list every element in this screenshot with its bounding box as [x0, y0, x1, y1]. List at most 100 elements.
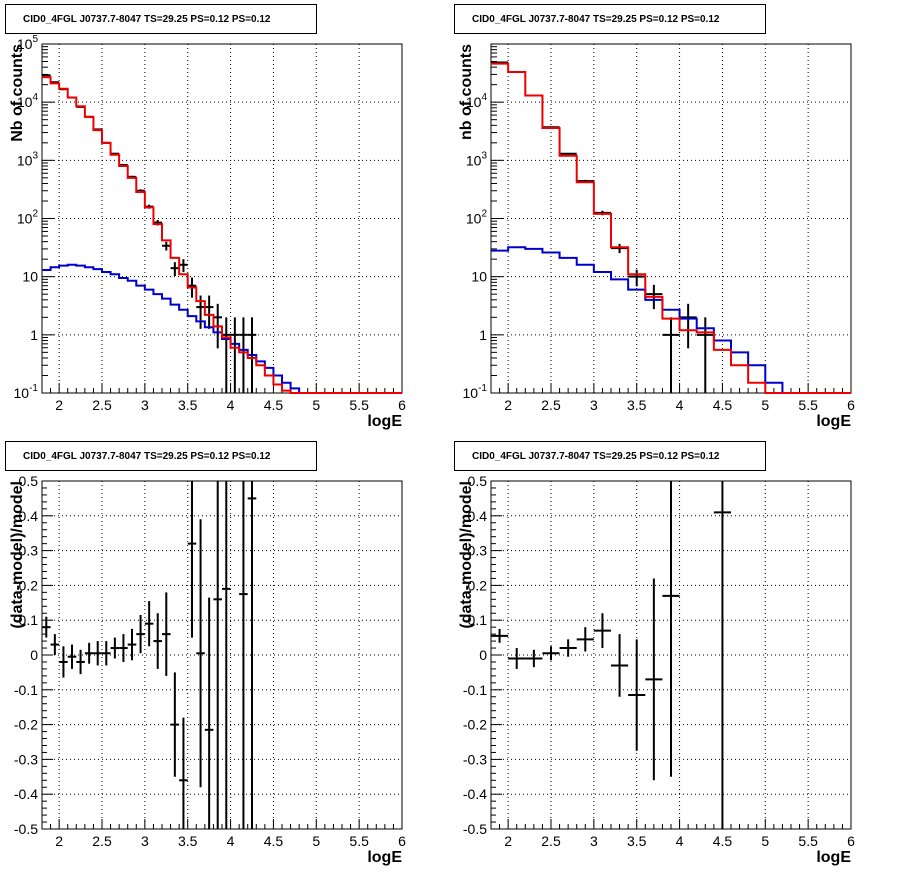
- y-tick-label: 0.1: [468, 612, 488, 628]
- x-tick-label: 3.5: [627, 397, 647, 413]
- x-tick-label: 5: [312, 397, 320, 413]
- residual-point: [42, 616, 51, 638]
- residual-point: [119, 634, 128, 662]
- y-tick-label: 103: [17, 150, 39, 168]
- y-tick-label: -0.4: [14, 786, 38, 802]
- residual-point: [576, 627, 594, 652]
- y-tick-label: 0.3: [468, 543, 488, 559]
- total-model-line: [42, 76, 402, 394]
- residuals-plot-left: 2 2.5 3 3.5 4 4.5 5 5.5 6 -0.5 -0.4 -0.3 -0.2 -0.1 0 0.…: [9, 473, 406, 866]
- residual-point: [222, 481, 231, 829]
- residual-point: [611, 634, 629, 697]
- x-tick-label: 3: [141, 397, 149, 413]
- x-tick-label: 6: [398, 833, 406, 849]
- residual-point: [204, 597, 214, 829]
- x-tick-label: 3.5: [178, 397, 198, 413]
- x-axis-title: logE: [367, 413, 402, 430]
- data-point: [696, 317, 714, 393]
- residual-point: [127, 628, 137, 661]
- plot-title: CID0_4FGL J0737.7-8047 TS=29.25 PS=0.12 …: [5, 441, 317, 471]
- y-axis-ticks: [42, 480, 53, 830]
- y-tick-label: 1: [479, 327, 487, 343]
- residual-point: [67, 644, 77, 669]
- x-tick-label: 4: [676, 833, 684, 849]
- residual-point: [59, 646, 68, 678]
- x-tick-label: 2: [55, 833, 63, 849]
- pad-counts-right: 2 2.5 3 3.5 4 4.5 5 5.5 6 10-1 1 10 102 103 104 logE nb …: [449, 0, 898, 437]
- residual-point: [239, 481, 248, 829]
- residual-point: [593, 613, 611, 649]
- x-tick-label: 4.5: [713, 397, 733, 413]
- x-axis-title: logE: [816, 849, 851, 866]
- residual-point: [162, 592, 171, 676]
- data-point: [679, 303, 697, 349]
- residual-point: [628, 639, 646, 751]
- y-tick-label: -0.5: [14, 821, 38, 837]
- y-tick-label: -0.2: [463, 717, 487, 733]
- x-tick-label: 3: [590, 833, 598, 849]
- data-point: [179, 259, 188, 273]
- x-tick-label: 2: [55, 397, 63, 413]
- data-point: [230, 317, 240, 393]
- residual-point: [196, 519, 205, 788]
- y-tick-label: 0.2: [468, 577, 488, 593]
- y-tick-label: 0.4: [19, 508, 39, 524]
- residual-point: [662, 481, 680, 777]
- x-axis-title: logE: [367, 849, 402, 866]
- y-axis-ticks: [42, 43, 54, 394]
- y-tick-label: 10: [471, 269, 487, 285]
- counts-plot-left: 2 2.5 3 3.5 4 4.5 5 5.5 6 10-1 1 10 102 103 104 105 logE…: [9, 34, 406, 430]
- y-tick-label: -0.5: [463, 821, 487, 837]
- y-tick-label: -0.1: [14, 682, 38, 698]
- x-tick-label: 3: [590, 397, 598, 413]
- y-axis-ticks: [491, 43, 503, 394]
- y-tick-label: 0: [479, 647, 487, 663]
- x-tick-label: 3: [141, 833, 149, 849]
- data-point: [559, 152, 577, 155]
- x-tick-label: 4.5: [264, 397, 284, 413]
- plot-title: CID0_4FGL J0737.7-8047 TS=29.25 PS=0.12 …: [454, 4, 766, 34]
- y-axis-title: nb of counts: [458, 44, 475, 140]
- x-tick-label: 4.5: [713, 833, 733, 849]
- residual-point: [491, 628, 509, 643]
- y-tick-label: 10-1: [14, 383, 39, 401]
- x-tick-label: 5: [312, 833, 320, 849]
- pad-counts-left: 2 2.5 3 3.5 4 4.5 5 5.5 6 10-1 1 10 102 103 104 105 logE…: [0, 0, 449, 437]
- y-axis-ticks: [491, 480, 502, 830]
- y-tick-label: 0.2: [19, 577, 39, 593]
- residuals-plot-right: 2 2.5 3 3.5 4 4.5 5 5.5 6 -0.5 -0.4 -0.3 -0.2 -0.1 0 0.…: [458, 473, 855, 866]
- residual-point: [136, 614, 145, 654]
- pad-residuals-left: 2 2.5 3 3.5 4 4.5 5 5.5 6 -0.5 -0.4 -0.3 -0.2 -0.1 0 0.…: [0, 437, 449, 874]
- x-tick-label: 4: [227, 397, 235, 413]
- x-tick-label: 2: [504, 833, 512, 849]
- x-tick-label: 4.5: [264, 833, 284, 849]
- y-tick-label: -0.4: [463, 786, 487, 802]
- x-tick-label: 2.5: [92, 397, 112, 413]
- x-axis-title: logE: [816, 413, 851, 430]
- residual-point: [93, 641, 102, 666]
- x-tick-label: 2.5: [541, 833, 561, 849]
- y-tick-label: -0.2: [14, 717, 38, 733]
- y-axis-title: Nb of counts: [9, 44, 26, 142]
- y-axis-title: (data-model)/model: [9, 481, 26, 629]
- y-tick-label: 10: [22, 269, 38, 285]
- residual-point: [110, 637, 120, 659]
- residual-point: [247, 481, 257, 829]
- residual-point: [542, 646, 560, 661]
- y-tick-label: 0.5: [19, 473, 39, 489]
- y-tick-label: 10-1: [463, 383, 488, 401]
- y-tick-label: 103: [466, 150, 488, 168]
- residual-point: [559, 639, 577, 657]
- residual-point: [645, 578, 663, 781]
- x-tick-label: 2.5: [541, 397, 561, 413]
- grid: [42, 481, 403, 829]
- data-point: [662, 317, 680, 393]
- y-tick-label: 0.4: [468, 508, 488, 524]
- residual-point: [179, 717, 188, 829]
- y-tick-label: 1: [30, 327, 38, 343]
- residual-point: [187, 481, 197, 638]
- data-point: [611, 243, 629, 254]
- residual-points: [491, 481, 731, 829]
- residual-points: [42, 481, 257, 829]
- x-axis-ticks: [41, 383, 403, 393]
